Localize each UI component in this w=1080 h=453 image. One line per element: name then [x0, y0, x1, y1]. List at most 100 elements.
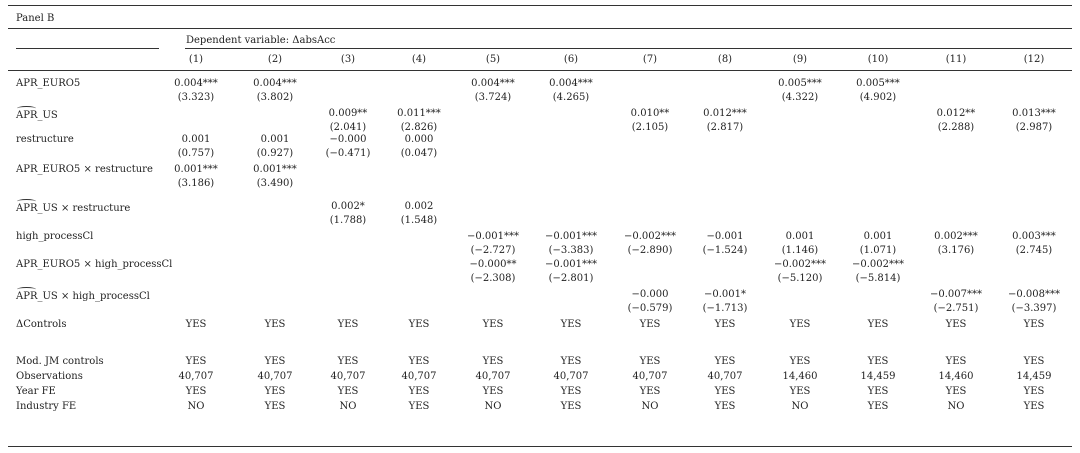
coefficient-cell: 0.004***: [471, 78, 515, 89]
dependent-variable-label: Dependent variable: ΔabsAcc: [186, 35, 336, 46]
coefficient-cell: 0.001***: [253, 164, 297, 175]
control-cell: YES: [185, 319, 207, 330]
control-cell: 40,707: [475, 371, 511, 382]
column-header: (11): [945, 54, 967, 65]
tstat-cell: (3.176): [937, 245, 975, 256]
tstat-cell: (2.105): [631, 122, 669, 133]
coefficient-cell: −0.008***: [1007, 289, 1061, 300]
control-cell: 40,707: [257, 371, 293, 382]
tstat-cell: (2.041): [329, 122, 367, 133]
control-cell: YES: [639, 386, 661, 397]
control-cell: YES: [1023, 386, 1045, 397]
control-cell: YES: [560, 356, 582, 367]
control-cell: YES: [482, 356, 504, 367]
tstat-cell: (4.902): [859, 92, 897, 103]
coefficient-cell: 0.001: [181, 134, 211, 145]
coefficient-cell: 0.005***: [778, 78, 822, 89]
control-cell: YES: [789, 386, 811, 397]
control-cell: YES: [482, 319, 504, 330]
tstat-cell: (3.724): [474, 92, 512, 103]
tstat-cell: (1.146): [781, 245, 819, 256]
control-cell: YES: [945, 386, 967, 397]
control-cell: YES: [337, 356, 359, 367]
control-cell: NO: [791, 401, 809, 412]
tstat-cell: (2.288): [937, 122, 975, 133]
row-label-text: APR_EURO5 × high_processCl: [16, 259, 173, 270]
coefficient-cell: −0.007***: [929, 289, 983, 300]
control-cell: YES: [1023, 319, 1045, 330]
control-cell: YES: [639, 319, 661, 330]
row-label: APR_US × restructure: [16, 199, 130, 215]
control-cell: YES: [560, 401, 582, 412]
tstat-cell: (1.788): [329, 215, 367, 226]
coefficient-cell: 0.001***: [174, 164, 218, 175]
tstat-cell: (0.757): [177, 148, 215, 159]
control-cell: YES: [408, 386, 430, 397]
tstat-cell: (3.323): [177, 92, 215, 103]
column-header: (9): [792, 54, 808, 65]
coefficient-cell: 0.001: [785, 231, 815, 242]
tstat-cell: (−2.890): [627, 245, 673, 256]
control-cell: YES: [945, 356, 967, 367]
tstat-cell: (−0.579): [627, 303, 673, 314]
column-header: (2): [267, 54, 283, 65]
tstat-cell: (−2.751): [933, 303, 979, 314]
tstat-cell: (−3.397): [1011, 303, 1057, 314]
coefficient-cell: 0.012**: [936, 108, 976, 119]
control-cell: YES: [867, 319, 889, 330]
row-label: high_processCl: [16, 231, 93, 243]
control-cell: YES: [714, 319, 736, 330]
control-cell: YES: [482, 386, 504, 397]
control-cell: 40,707: [178, 371, 214, 382]
control-cell: 40,707: [553, 371, 589, 382]
tstat-cell: (−5.814): [855, 273, 901, 284]
coefficient-cell: 0.002: [404, 201, 434, 212]
control-row-label: Observations: [16, 371, 83, 382]
control-cell: YES: [639, 356, 661, 367]
control-cell: NO: [484, 401, 502, 412]
column-header: (5): [485, 54, 501, 65]
coefficient-cell: 0.004***: [253, 78, 297, 89]
tstat-cell: (2.817): [706, 122, 744, 133]
control-cell: 14,460: [938, 371, 974, 382]
tstat-cell: (0.927): [256, 148, 294, 159]
control-cell: YES: [264, 356, 286, 367]
control-row-label: Mod. JM controls: [16, 356, 104, 367]
coefficient-cell: 0.004***: [549, 78, 593, 89]
control-cell: YES: [337, 386, 359, 397]
control-cell: YES: [560, 386, 582, 397]
column-header: (12): [1023, 54, 1045, 65]
coefficient-cell: −0.001***: [544, 231, 598, 242]
tstat-cell: (3.186): [177, 178, 215, 189]
control-cell: 40,707: [401, 371, 437, 382]
tstat-cell: (4.322): [781, 92, 819, 103]
coefficient-cell: −0.001***: [544, 259, 598, 270]
row-label-hat: APR: [16, 287, 38, 302]
coefficient-cell: 0.005***: [856, 78, 900, 89]
control-cell: YES: [408, 356, 430, 367]
column-header: (3): [340, 54, 356, 65]
control-cell: YES: [337, 319, 359, 330]
tstat-cell: (3.490): [256, 178, 294, 189]
tstat-cell: (0.047): [400, 148, 438, 159]
panel-rule: [8, 28, 1072, 29]
tstat-cell: (2.987): [1015, 122, 1053, 133]
coefficient-cell: 0.000: [404, 134, 434, 145]
column-header: (1): [188, 54, 204, 65]
control-row-label: ΔControls: [16, 319, 67, 330]
control-cell: YES: [1023, 356, 1045, 367]
control-cell: YES: [185, 386, 207, 397]
coefficient-cell: −0.001*: [703, 289, 747, 300]
row-label: APR_EURO5: [16, 78, 80, 90]
control-cell: 14,460: [782, 371, 818, 382]
control-cell: 40,707: [707, 371, 743, 382]
row-label-text: high_processCl: [16, 231, 94, 242]
control-cell: YES: [867, 356, 889, 367]
tstat-cell: (−1.524): [702, 245, 748, 256]
control-cell: YES: [867, 386, 889, 397]
row-label-text: _US × high_processCl: [37, 291, 150, 302]
control-cell: YES: [264, 319, 286, 330]
header-span-rule: [185, 48, 1072, 49]
control-cell: YES: [264, 401, 286, 412]
